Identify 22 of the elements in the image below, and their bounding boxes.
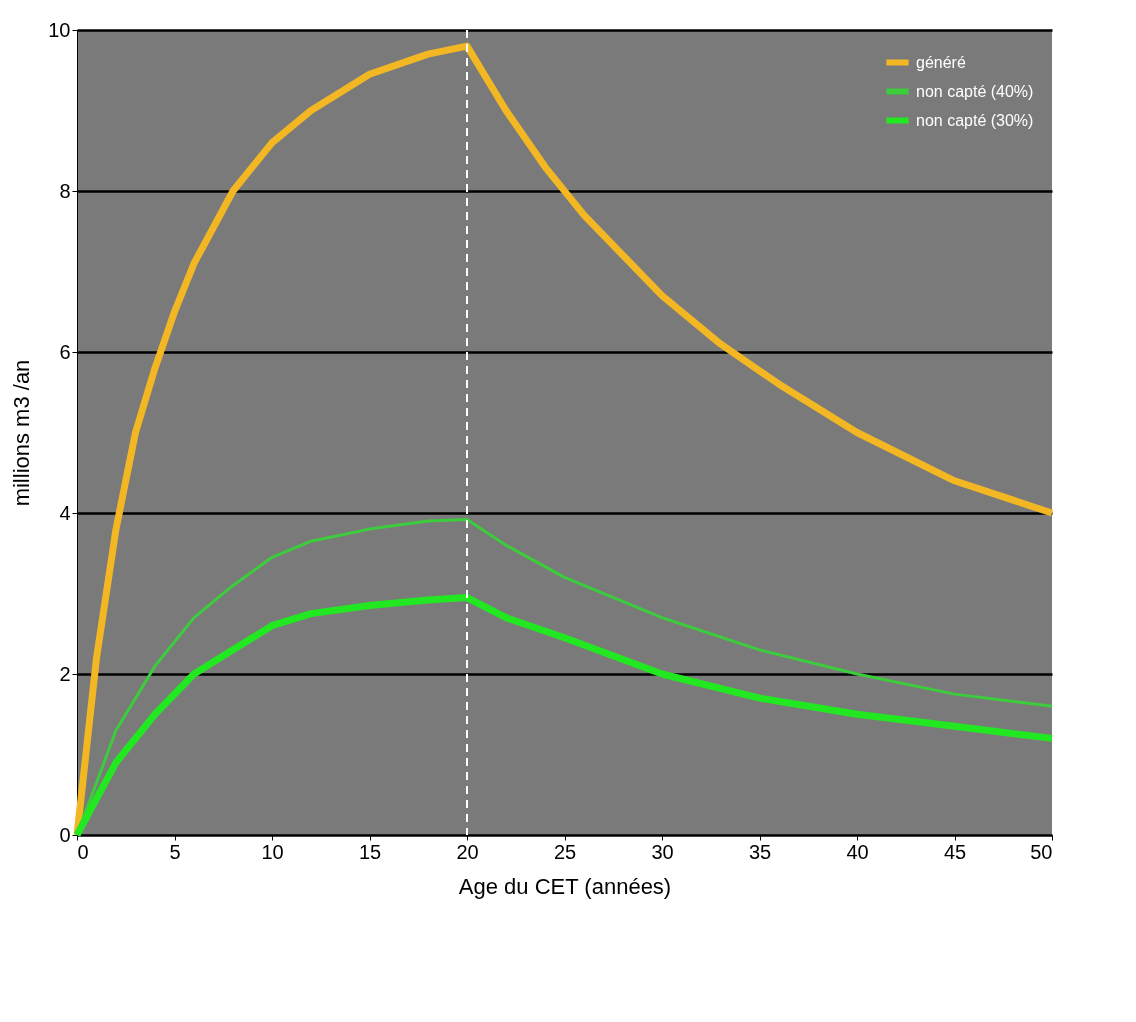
x-axis-title: Age du CET (années)	[458, 873, 672, 899]
x-tick-label: 15	[358, 840, 382, 863]
y-tick-label: 4	[59, 501, 71, 524]
y-tick-label: 0	[59, 823, 71, 846]
x-tick-label: 25	[553, 840, 577, 863]
legend-label: généré	[916, 53, 966, 71]
y-tick-label: 2	[59, 662, 71, 685]
y-tick-label: 10	[48, 18, 71, 41]
legend-label: non capté (40%)	[916, 82, 1034, 100]
y-tick-label: 8	[59, 179, 71, 202]
x-tick-label: 20	[456, 840, 479, 863]
x-tick-label: 10	[261, 840, 284, 863]
x-tick-label: 35	[748, 840, 772, 863]
x-tick-label: 30	[651, 840, 674, 863]
x-tick-label: 50	[1030, 840, 1053, 863]
x-tick-label: 0	[77, 840, 89, 863]
x-tick-label: 45	[943, 840, 967, 863]
x-tick-label: 40	[846, 840, 869, 863]
x-tick-label: 5	[169, 840, 181, 863]
y-axis-title: millions m3 /an	[9, 359, 35, 507]
legend-label: non capté (30%)	[916, 111, 1034, 129]
y-tick-label: 6	[59, 340, 71, 363]
